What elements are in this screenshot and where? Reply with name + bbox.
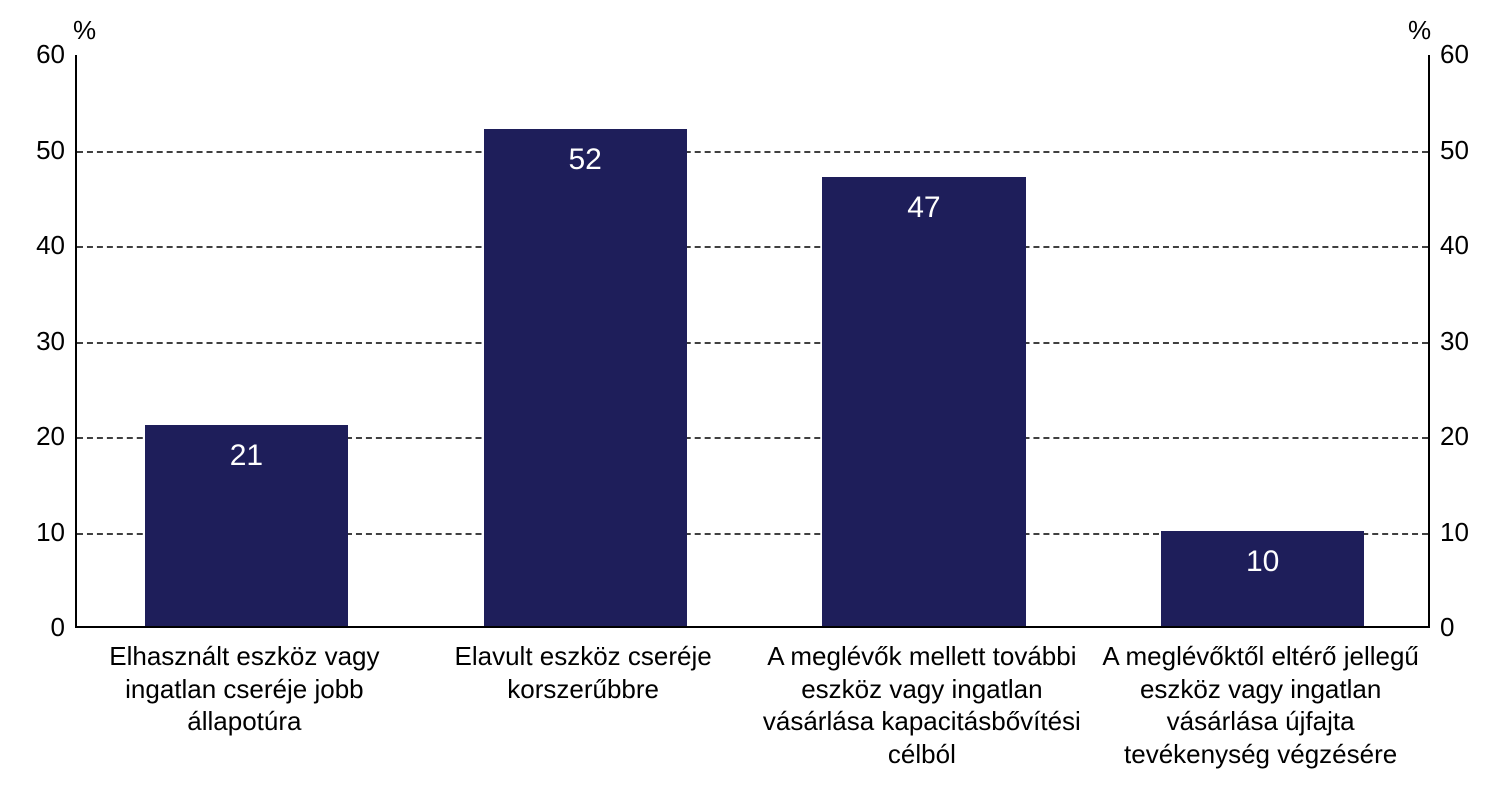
category-label: Elhasznált eszköz vagy ingatlan cseréje …: [75, 640, 414, 738]
ytick-right: 0: [1440, 612, 1454, 643]
gridline: [77, 151, 1428, 153]
bar: 47: [822, 177, 1025, 626]
category-label: A meglévőktől eltérő jellegű eszköz vagy…: [1091, 640, 1430, 770]
bar: 52: [484, 129, 687, 626]
y-unit-left: %: [73, 15, 96, 46]
bar-chart: % % 21 52 47 10 0 0 10 10 20 20 30 30 40 40 50 50 60 60 E…: [0, 0, 1504, 808]
bar: 10: [1161, 531, 1364, 627]
category-label: Elavult eszköz cseréje korszerűbbre: [414, 640, 753, 705]
plot-area: 21 52 47 10: [75, 55, 1430, 628]
bar-value-label: 47: [822, 191, 1025, 225]
ytick-left: 10: [36, 517, 65, 548]
ytick-left: 0: [51, 612, 65, 643]
ytick-left: 50: [36, 135, 65, 166]
y-unit-right: %: [1408, 15, 1431, 46]
bar-value-label: 21: [145, 439, 348, 473]
ytick-left: 40: [36, 230, 65, 261]
gridline: [77, 342, 1428, 344]
ytick-right: 30: [1440, 326, 1469, 357]
ytick-right: 20: [1440, 421, 1469, 452]
ytick-right: 10: [1440, 517, 1469, 548]
ytick-left: 60: [36, 39, 65, 70]
gridline: [77, 246, 1428, 248]
bar: 21: [145, 425, 348, 626]
bar-value-label: 52: [484, 143, 687, 177]
ytick-right: 50: [1440, 135, 1469, 166]
ytick-left: 20: [36, 421, 65, 452]
category-label: A meglévők mellett további eszköz vagy i…: [753, 640, 1092, 770]
ytick-right: 60: [1440, 39, 1469, 70]
bar-value-label: 10: [1161, 545, 1364, 579]
ytick-right: 40: [1440, 230, 1469, 261]
ytick-left: 30: [36, 326, 65, 357]
